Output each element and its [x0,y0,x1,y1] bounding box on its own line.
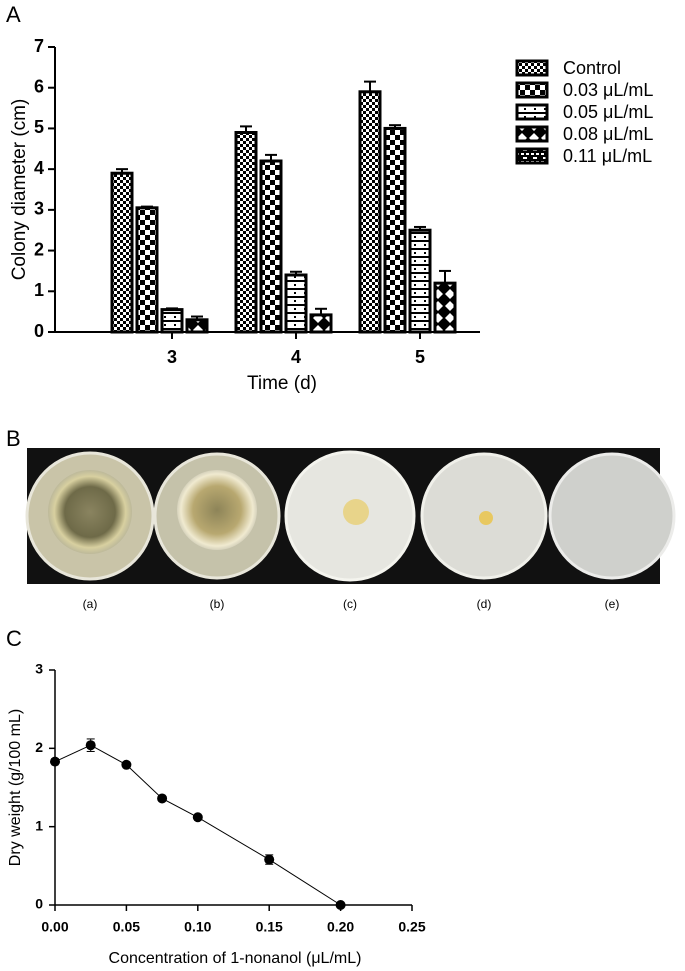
bar [309,313,333,334]
x-tick-label: 3 [167,347,177,367]
x-axis-title: Concentration of 1-nonanol (μL/mL) [109,950,362,967]
y-tick-label: 6 [34,76,44,96]
x-tick-label: 0.05 [113,919,140,935]
data-point [121,759,132,770]
y-axis-title: Colony diameter (cm) [9,99,30,281]
photo-caption: (c) [343,597,357,611]
y-tick-label: 2 [35,739,43,755]
photo-caption: (b) [210,597,225,611]
y-tick-label: 7 [34,36,44,56]
x-axis-title: Time (d) [247,373,317,394]
y-tick-label: 4 [34,158,44,178]
photo-caption: (a) [83,597,98,611]
legend-label: Control [563,58,621,78]
x-tick-label: 0.00 [41,919,68,935]
y-tick-label: 1 [35,817,43,833]
x-tick-label: 0.15 [256,919,283,935]
bar [160,308,184,334]
y-tick-label: 3 [35,661,43,677]
bar [185,318,209,334]
y-tick-label: 2 [34,239,44,259]
bar [383,126,407,334]
panel-label: B [6,426,21,451]
legend-label: 0.08 μL/mL [563,124,653,144]
data-line [54,744,341,906]
bar [259,159,283,334]
photo-caption: (e) [605,597,620,611]
data-point [335,900,346,910]
legend-label: 0.11 μL/mL [563,146,652,166]
bar [358,90,382,334]
x-tick-label: 0.25 [398,919,425,935]
panel-label: C [6,626,22,651]
x-tick-label: 0.10 [184,919,211,935]
y-tick-label: 3 [34,199,44,219]
panel-label: A [6,2,21,27]
data-point [157,793,168,804]
legend-swatch [515,147,549,165]
y-tick-label: 1 [34,280,44,300]
bar [135,206,159,334]
data-point [85,740,96,751]
y-tick-label: 5 [34,117,44,137]
legend-swatch [515,125,549,143]
bar [234,131,258,334]
y-axis-title: Dry weight (g/100 mL) [7,709,24,866]
legend-label: 0.03 μL/mL [563,80,653,100]
data-point [192,812,203,823]
data-point [264,854,275,865]
x-tick-label: 4 [291,347,301,367]
bar [408,228,432,334]
x-tick-label: 0.20 [327,919,354,935]
bar [110,171,134,334]
data-point [50,756,60,767]
bar [284,273,308,334]
photo-strip [25,448,676,584]
bar [433,281,457,334]
y-tick-label: 0 [35,896,43,912]
legend-swatch [515,81,549,99]
photo-caption: (d) [477,597,492,611]
legend-swatch [515,103,549,121]
y-tick-label: 0 [34,321,44,341]
legend-label: 0.05 μL/mL [563,102,653,122]
x-tick-label: 5 [415,347,425,367]
legend-swatch [515,59,549,77]
